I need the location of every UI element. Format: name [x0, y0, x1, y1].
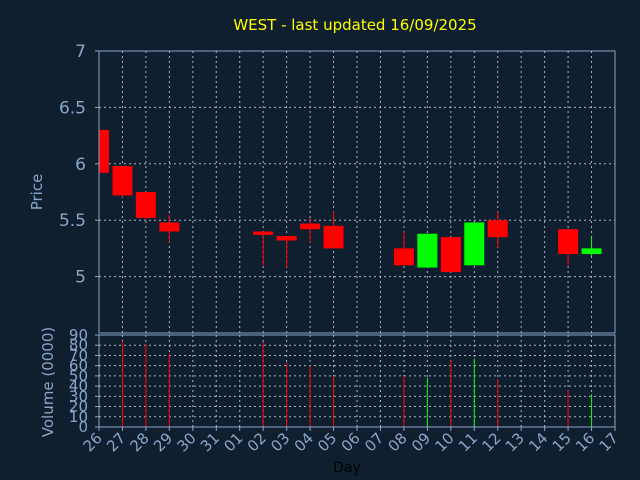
price-axis-label: Price: [28, 174, 46, 211]
x-tick-label: 08: [385, 429, 411, 455]
x-axis-label: Day: [333, 460, 361, 476]
x-tick-label: 01: [220, 429, 246, 455]
candle-body: [99, 129, 109, 173]
volume-y-tick-label: 60: [69, 357, 88, 375]
candle-body: [581, 248, 602, 255]
x-tick-label: 11: [455, 429, 481, 455]
x-tick-label: 09: [408, 429, 434, 455]
x-tick-label: 03: [267, 429, 293, 455]
x-tick-label: 28: [127, 429, 153, 455]
price-y-tick-label: 7: [75, 42, 86, 62]
candle-body: [323, 225, 344, 249]
x-tick-label: 14: [525, 429, 551, 455]
volume-y-tick-label: 20: [69, 398, 88, 416]
x-tick-label: 31: [197, 429, 223, 455]
price-y-tick-label: 5.5: [59, 211, 86, 231]
volume-y-tick-label: 0: [78, 418, 88, 436]
candle-body: [417, 233, 438, 268]
price-panel-frame: [98, 50, 616, 334]
price-candles: [98, 129, 602, 273]
x-tick-label: 30: [173, 429, 199, 455]
volume-y-tick-label: 70: [69, 346, 88, 364]
volume-grid: [99, 335, 615, 427]
volume-y-tick-label: 40: [69, 377, 88, 395]
x-tick-label: 15: [549, 429, 575, 455]
candle-body: [464, 222, 485, 266]
x-tick-label: 04: [291, 429, 317, 455]
volume-bars: [121, 341, 593, 427]
volume-axis-label: Volume (0000): [39, 327, 57, 437]
x-tick-label: 02: [244, 429, 270, 455]
price-grid: [99, 51, 615, 333]
x-tick-label: 13: [502, 429, 528, 455]
volume-y-tick-label: 50: [69, 367, 88, 385]
x-tick-label: 07: [361, 429, 387, 455]
candle-body: [558, 229, 579, 255]
chart-title: WEST - last updated 16/09/2025: [233, 16, 476, 34]
x-tick-label: 12: [478, 429, 504, 455]
volume-y-tick-label: 80: [69, 336, 88, 354]
candle-body: [393, 248, 414, 266]
candle-body: [440, 237, 461, 273]
candle-body: [159, 222, 180, 232]
x-tick-label: 05: [314, 429, 340, 455]
candle-body: [112, 166, 133, 196]
price-y-tick-label: 6: [75, 155, 86, 175]
x-tick-label: 10: [431, 429, 457, 455]
x-ticks: 2627282930310102030405060708091011121314…: [80, 427, 622, 455]
x-tick-label: 29: [150, 429, 176, 455]
candle-body: [135, 192, 156, 218]
candle-body: [487, 220, 508, 238]
volume-y-tick-label: 30: [69, 387, 88, 405]
x-tick-label: 27: [103, 429, 129, 455]
volume-y-tick-label: 90: [69, 326, 88, 344]
candle-body: [253, 231, 274, 235]
x-tick-label: 17: [596, 429, 622, 455]
candle-body: [300, 223, 321, 230]
x-tick-label: 16: [572, 429, 598, 455]
price-y-ticks: 5 5.5 6 6.5 7: [59, 42, 99, 288]
price-y-tick-label: 6.5: [59, 98, 86, 118]
x-tick-label: 06: [338, 429, 364, 455]
price-y-tick-label: 5: [75, 268, 86, 288]
candle-body: [276, 235, 297, 241]
volume-y-tick-label: 10: [69, 408, 88, 426]
